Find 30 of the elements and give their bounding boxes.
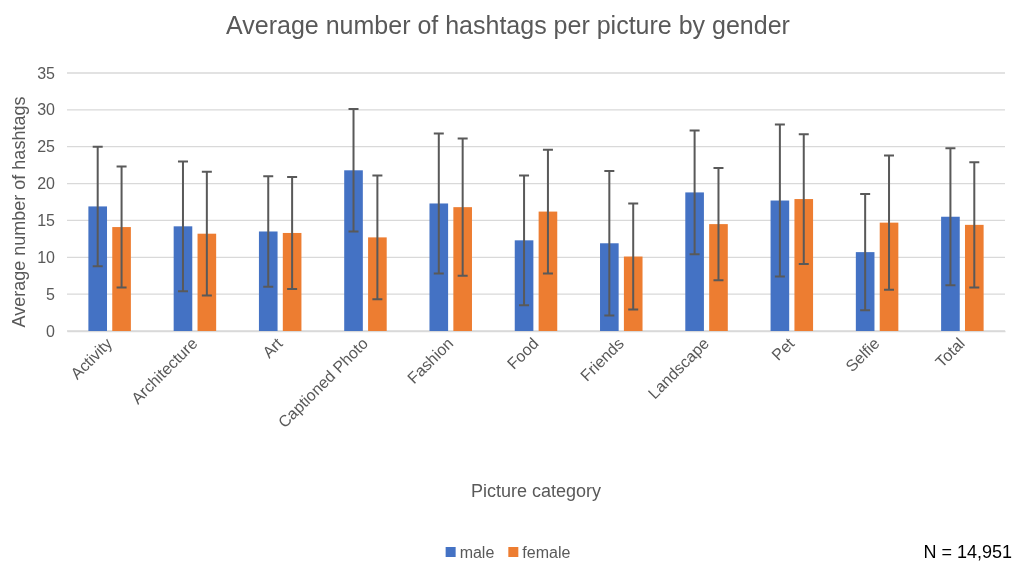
bar: [429, 203, 449, 331]
bar: [623, 256, 643, 331]
y-tick-label: 30: [37, 101, 56, 119]
bar: [538, 211, 558, 331]
legend-label: male: [459, 543, 495, 561]
y-tick-label: 15: [37, 212, 56, 230]
legend-label: female: [522, 543, 571, 561]
y-tick-label: 0: [46, 322, 56, 340]
y-axis-title: Average number of hashtags: [9, 96, 29, 328]
x-tick-label: Pet: [768, 334, 798, 364]
bar: [258, 231, 278, 331]
bar: [941, 216, 960, 331]
bar: [453, 207, 472, 331]
x-tick-label: Art: [259, 334, 287, 362]
bar: [88, 206, 108, 331]
y-tick-label: 20: [37, 175, 56, 193]
text: N = 14,951: [923, 542, 1012, 562]
x-axis-title: Picture category: [470, 481, 602, 501]
y-tick-label: 25: [37, 138, 56, 156]
y-tick-label: 5: [46, 285, 56, 303]
bar: [794, 199, 814, 331]
bar: [368, 237, 387, 331]
bar: [709, 224, 728, 331]
y-tick-label: 35: [37, 64, 56, 82]
bar: [964, 224, 984, 331]
chart-title: Average number of hashtags per picture by gender: [226, 11, 790, 39]
bar: [112, 227, 131, 331]
y-tick-label: 10: [37, 248, 56, 266]
bar: [685, 192, 704, 331]
bar: [344, 170, 363, 331]
